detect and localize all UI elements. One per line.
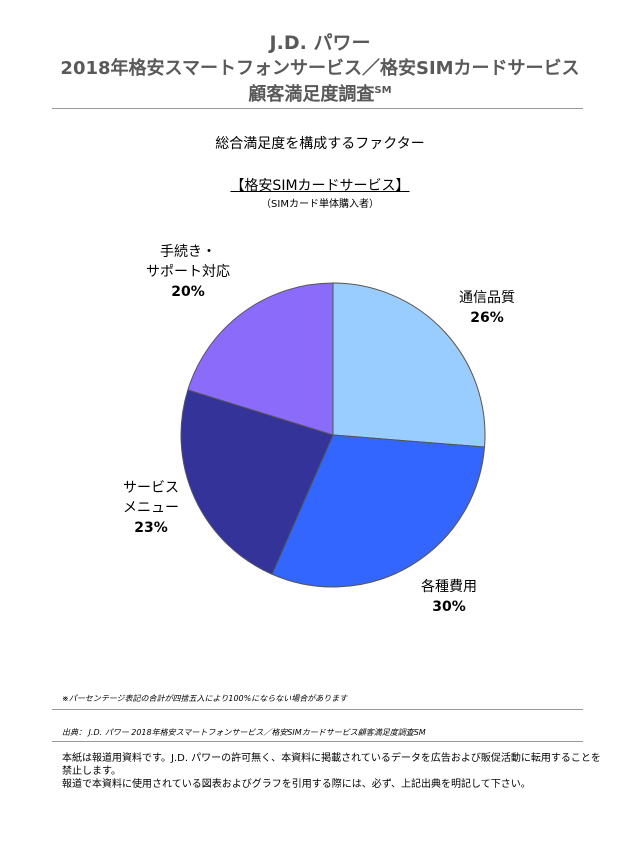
brand-title: J.D. パワー: [269, 32, 371, 54]
slice-label-2: 各種費用 30%: [379, 577, 519, 617]
slice-label-3: サービスメニュー 23%: [81, 478, 221, 538]
slice-label-text: 通信品質: [459, 290, 515, 306]
service-mark: SM: [374, 85, 392, 96]
segment-title: 【格安SIMカードサービス】: [0, 175, 640, 195]
disclaimer-line-2: 報道で本資料に使用されている図表およびグラフを引用する際には、必ず、上記出典を明…: [62, 779, 531, 790]
slice-label-text: 手続き・: [160, 244, 216, 260]
pie-slice-2: [271, 434, 486, 588]
percentage-note: ※パーセンテージ表記の合計が四捨五入により100%にならない場合があります: [62, 694, 348, 703]
note-divider: [52, 709, 583, 710]
slice-label-text: 各種費用: [421, 579, 477, 595]
slice-percent: 26%: [470, 310, 504, 326]
slice-label-text: サービス: [123, 480, 179, 496]
slice-label-text: メニュー: [123, 500, 179, 516]
source-citation: 出典： J.D. パワー 2018年格安スマートフォンサービス／格安SIMカード…: [62, 728, 426, 737]
segment-note: （SIMカード単体購入者）: [261, 199, 379, 210]
slice-label-4: 手続き・サポート対応 20%: [118, 242, 258, 302]
source-divider: [52, 741, 583, 742]
segment-title-text: 【格安SIMカードサービス】: [230, 178, 410, 194]
slice-label-1: 通信品質 26%: [417, 288, 557, 328]
header-divider: [52, 108, 583, 109]
survey-subtitle-text: 顧客満足度調査: [248, 84, 375, 105]
chart-subtitle: 総合満足度を構成するファクター: [215, 136, 425, 152]
pie-slice-4: [187, 282, 334, 436]
survey-subtitle: 顧客満足度調査SM: [0, 80, 640, 106]
pie-slice-3: [180, 389, 334, 575]
slice-percent: 20%: [171, 284, 205, 300]
survey-title: 2018年格安スマートフォンサービス／格安SIMカードサービス: [60, 58, 580, 79]
disclaimer-line-1: 本紙は報道用資料です。J.D. パワーの許可無く、本資料に掲載されているデータを…: [62, 753, 601, 777]
slice-percent: 30%: [432, 599, 466, 615]
slice-label-text: サポート対応: [146, 264, 230, 280]
slice-percent: 23%: [134, 520, 168, 536]
disclaimer: 本紙は報道用資料です。J.D. パワーの許可無く、本資料に掲載されているデータを…: [62, 752, 602, 791]
pie-slice-1: [332, 282, 486, 448]
